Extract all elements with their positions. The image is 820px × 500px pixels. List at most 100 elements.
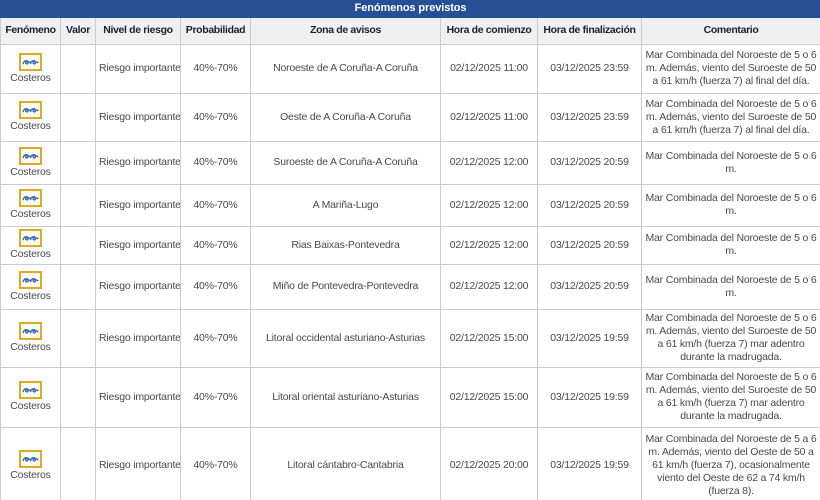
phenomenon-label: Costeros <box>10 341 51 354</box>
column-header-hora-de-comienzo: Hora de comienzo <box>440 16 538 45</box>
coastal-waves-icon <box>19 322 42 341</box>
phenomenon-label: Costeros <box>10 248 51 261</box>
zone-cell: Suroeste de A Coruña-A Coruña <box>250 140 441 185</box>
phenomenon-label: Costeros <box>10 71 51 84</box>
table-row: Costeros Riesgo importante 40%-70% Noroe… <box>0 43 820 94</box>
start-time-cell: 02/12/2025 12:00 <box>440 183 538 227</box>
risk-level-cell: Riesgo importante <box>95 43 181 94</box>
comment-cell: Mar Combinada del Noroeste de 5 o 6 m. A… <box>640 308 820 368</box>
table-row: Costeros Riesgo importante 40%-70% Litor… <box>0 366 820 428</box>
phenomenon-label: Costeros <box>10 468 51 481</box>
phenomenon-cell: Costeros <box>0 426 61 500</box>
risk-level-cell: Riesgo importante <box>95 183 181 227</box>
start-time-cell: 02/12/2025 12:00 <box>440 225 538 265</box>
probability-cell: 40%-70% <box>180 183 251 227</box>
zone-cell: Litoral occidental asturiano-Asturias <box>250 308 441 368</box>
phenomenon-wrap: Costeros <box>4 449 57 482</box>
table-row: Costeros Riesgo importante 40%-70% Litor… <box>0 426 820 500</box>
comment-cell: Mar Combinada del Noroeste de 5 a 6 m. A… <box>640 426 820 500</box>
table-row: Costeros Riesgo importante 40%-70% Miño … <box>0 263 820 310</box>
probability-cell: 40%-70% <box>180 225 251 265</box>
phenomenon-cell: Costeros <box>0 308 61 368</box>
phenomenon-wrap: Costeros <box>4 189 57 221</box>
risk-level-cell: Riesgo importante <box>95 263 181 310</box>
phenomenon-cell: Costeros <box>0 140 61 185</box>
zone-cell: Litoral cántabro-Cantabria <box>250 426 441 500</box>
coastal-waves-icon <box>19 52 42 71</box>
value-cell <box>60 140 96 185</box>
phenomenon-wrap: Costeros <box>4 101 57 133</box>
column-header-fenomeno: Fenómeno <box>0 16 61 45</box>
column-header-hora-de-finalizacion: Hora de finalización <box>537 16 642 45</box>
value-cell <box>60 366 96 428</box>
start-time-cell: 02/12/2025 11:00 <box>440 43 538 94</box>
comment-cell: Mar Combinada del Noroeste de 5 o 6 m. A… <box>640 43 820 94</box>
value-cell <box>60 225 96 265</box>
start-time-cell: 02/12/2025 15:00 <box>440 308 538 368</box>
zone-cell: Miño de Pontevedra-Pontevedra <box>250 263 441 310</box>
comment-cell: Mar Combinada del Noroeste de 5 o 6 m. <box>640 263 820 310</box>
phenomenon-cell: Costeros <box>0 366 61 428</box>
column-header-nivel-de-riesgo: Nivel de riesgo <box>95 16 181 45</box>
table-row: Costeros Riesgo importante 40%-70% Rias … <box>0 225 820 265</box>
value-cell <box>60 183 96 227</box>
probability-cell: 40%-70% <box>180 426 251 500</box>
column-header-zona-de-avisos: Zona de avisos <box>250 16 441 45</box>
table-row: Costeros Riesgo importante 40%-70% A Mar… <box>0 183 820 227</box>
start-time-cell: 02/12/2025 20:00 <box>440 426 538 500</box>
coastal-waves-icon <box>19 381 42 400</box>
coastal-waves-icon <box>19 449 42 468</box>
start-time-cell: 02/12/2025 11:00 <box>440 92 538 142</box>
value-cell <box>60 263 96 310</box>
end-time-cell: 03/12/2025 20:59 <box>537 263 642 310</box>
table-row: Costeros Riesgo importante 40%-70% Litor… <box>0 308 820 368</box>
table-row: Costeros Riesgo importante 40%-70% Oeste… <box>0 92 820 142</box>
comment-cell: Mar Combinada del Noroeste de 5 o 6 m. <box>640 140 820 185</box>
end-time-cell: 03/12/2025 19:59 <box>537 308 642 368</box>
start-time-cell: 02/12/2025 15:00 <box>440 366 538 428</box>
start-time-cell: 02/12/2025 12:00 <box>440 140 538 185</box>
risk-level-cell: Riesgo importante <box>95 426 181 500</box>
comment-cell: Mar Combinada del Noroeste de 5 o 6 m. A… <box>640 92 820 142</box>
end-time-cell: 03/12/2025 19:59 <box>537 366 642 428</box>
comment-cell: Mar Combinada del Noroeste de 5 o 6 m. <box>640 183 820 227</box>
phenomenon-cell: Costeros <box>0 263 61 310</box>
end-time-cell: 03/12/2025 19:59 <box>537 426 642 500</box>
probability-cell: 40%-70% <box>180 308 251 368</box>
phenomenon-label: Costeros <box>10 289 51 302</box>
phenomenon-cell: Costeros <box>0 183 61 227</box>
phenomenon-wrap: Costeros <box>4 229 57 261</box>
phenomenon-cell: Costeros <box>0 92 61 142</box>
end-time-cell: 03/12/2025 20:59 <box>537 183 642 227</box>
value-cell <box>60 308 96 368</box>
value-cell <box>60 92 96 142</box>
zone-cell: Rias Baixas-Pontevedra <box>250 225 441 265</box>
value-cell <box>60 426 96 500</box>
phenomenon-cell: Costeros <box>0 43 61 94</box>
value-cell <box>60 43 96 94</box>
phenomenon-wrap: Costeros <box>4 52 57 85</box>
zone-cell: Litoral oriental asturiano-Asturias <box>250 366 441 428</box>
zone-cell: Oeste de A Coruña-A Coruña <box>250 92 441 142</box>
coastal-waves-icon <box>19 101 42 120</box>
comment-cell: Mar Combinada del Noroeste de 5 o 6 m. <box>640 225 820 265</box>
table-title: Fenómenos previstos <box>0 0 820 18</box>
coastal-waves-icon <box>19 270 42 289</box>
end-time-cell: 03/12/2025 20:59 <box>537 140 642 185</box>
column-header-valor: Valor <box>60 16 96 45</box>
risk-level-cell: Riesgo importante <box>95 225 181 265</box>
coastal-waves-icon <box>19 189 42 208</box>
coastal-waves-icon <box>19 146 42 165</box>
phenomenon-wrap: Costeros <box>4 322 57 354</box>
coastal-waves-icon <box>19 229 42 248</box>
start-time-cell: 02/12/2025 12:00 <box>440 263 538 310</box>
end-time-cell: 03/12/2025 23:59 <box>537 43 642 94</box>
phenomenon-label: Costeros <box>10 165 51 178</box>
probability-cell: 40%-70% <box>180 366 251 428</box>
probability-cell: 40%-70% <box>180 263 251 310</box>
phenomenon-wrap: Costeros <box>4 146 57 179</box>
end-time-cell: 03/12/2025 20:59 <box>537 225 642 265</box>
risk-level-cell: Riesgo importante <box>95 308 181 368</box>
comment-cell: Mar Combinada del Noroeste de 5 o 6 m. A… <box>640 366 820 428</box>
